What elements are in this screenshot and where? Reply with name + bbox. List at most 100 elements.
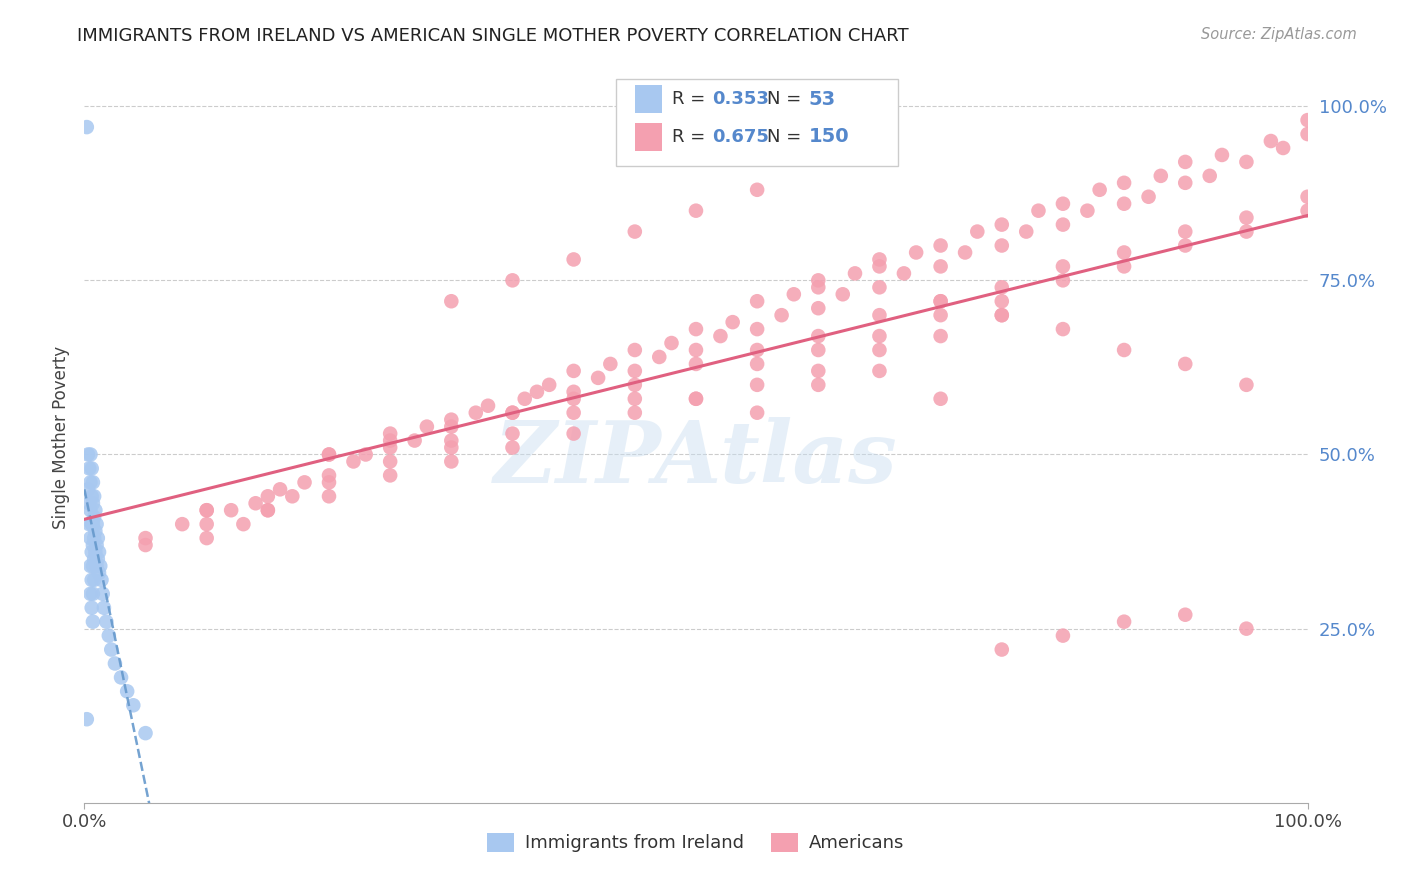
Point [685,322,707,336]
Point [1052,273,1074,287]
Point [76,712,98,726]
Point [281,489,304,503]
Point [869,343,891,357]
Point [96,615,118,629]
Point [844,266,866,280]
Point [929,308,952,322]
Point [1236,211,1258,225]
Point [502,426,524,441]
Point [1174,607,1197,622]
Point [807,364,830,378]
Point [83,510,105,524]
Point [82,496,104,510]
Point [97,629,120,643]
Text: N =: N = [766,128,807,145]
Point [831,287,853,301]
Point [79,558,101,573]
Point [929,294,952,309]
Point [991,218,1014,232]
Point [79,587,101,601]
Point [1052,322,1074,336]
Point [87,531,110,545]
Point [1114,260,1136,274]
Text: IMMIGRANTS FROM IRELAND VS AMERICAN SINGLE MOTHER POVERTY CORRELATION CHART: IMMIGRANTS FROM IRELAND VS AMERICAN SING… [77,27,908,45]
Point [538,377,561,392]
Point [991,308,1014,322]
Point [84,524,107,538]
Point [991,308,1014,322]
Point [86,558,108,573]
Point [104,657,127,671]
Point [991,294,1014,309]
Point [721,315,744,329]
FancyBboxPatch shape [636,85,662,113]
Point [747,183,769,197]
Point [1114,176,1136,190]
Point [77,448,100,462]
Point [905,245,928,260]
Point [440,412,463,426]
Point [1211,148,1233,162]
Point [76,120,98,134]
Point [380,426,402,441]
Point [318,468,340,483]
Point [1114,343,1136,357]
Point [1052,218,1074,232]
Point [966,225,988,239]
Point [1052,196,1074,211]
Point [79,448,101,462]
Point [115,684,138,698]
Point [1088,183,1111,197]
Point [380,434,402,448]
Point [869,329,891,343]
Point [440,294,463,309]
Point [1174,155,1197,169]
Point [1236,622,1258,636]
Point [245,496,267,510]
Point [747,343,769,357]
Point [807,280,830,294]
Point [893,266,915,280]
Point [1114,615,1136,629]
Point [562,392,585,406]
Legend: Immigrants from Ireland, Americans: Immigrants from Ireland, Americans [479,826,912,860]
Point [1015,225,1038,239]
Point [77,517,100,532]
Point [624,377,647,392]
Point [318,448,340,462]
Point [991,238,1014,252]
Point [122,698,145,713]
Point [502,273,524,287]
Point [624,225,647,239]
Point [685,392,707,406]
Point [83,552,105,566]
Point [84,545,107,559]
Text: R =: R = [672,128,710,145]
Point [747,357,769,371]
Point [90,573,112,587]
Point [1174,225,1197,239]
Point [929,294,952,309]
Point [440,441,463,455]
Point [1114,245,1136,260]
Point [318,448,340,462]
Point [80,517,103,532]
Point [991,642,1014,657]
Point [1174,176,1197,190]
Point [100,642,122,657]
FancyBboxPatch shape [616,78,898,167]
Point [1296,127,1319,141]
Point [747,406,769,420]
Point [257,503,280,517]
Point [929,329,952,343]
Point [83,489,105,503]
Point [1174,238,1197,252]
Point [195,531,218,545]
Point [770,308,793,322]
Point [661,336,683,351]
Point [624,392,647,406]
Point [195,503,218,517]
Point [93,600,115,615]
Point [82,558,104,573]
Point [929,392,952,406]
